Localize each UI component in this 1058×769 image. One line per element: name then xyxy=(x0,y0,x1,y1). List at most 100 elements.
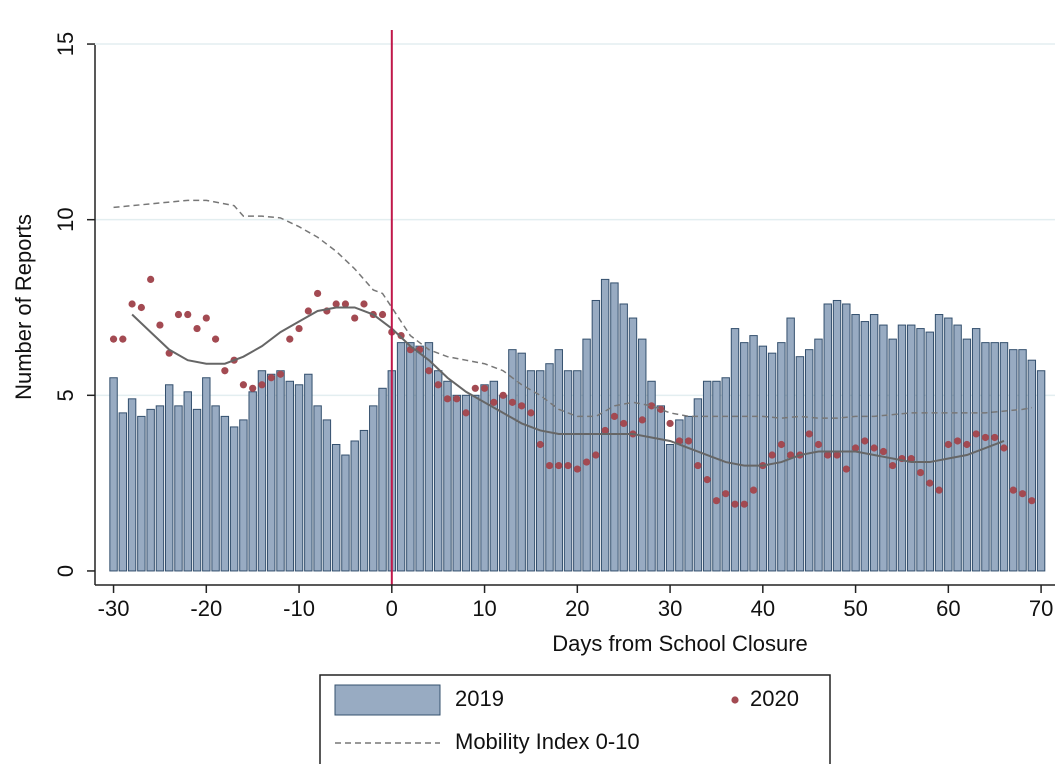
bar xyxy=(647,380,656,572)
bar xyxy=(211,405,220,572)
point xyxy=(573,465,581,473)
bar xyxy=(267,373,276,572)
bar xyxy=(684,415,693,572)
bar xyxy=(888,338,897,572)
bar xyxy=(118,412,128,572)
bar xyxy=(202,377,211,572)
point xyxy=(592,451,600,459)
bar xyxy=(786,317,795,572)
point xyxy=(1018,490,1027,498)
point xyxy=(879,447,888,456)
bar xyxy=(1009,349,1018,572)
point xyxy=(582,458,591,466)
point xyxy=(527,409,535,417)
bar xyxy=(471,394,480,572)
bar xyxy=(1018,349,1027,572)
point xyxy=(731,500,739,508)
bar xyxy=(127,398,137,572)
x-tick-label: 30 xyxy=(658,596,682,621)
bar xyxy=(591,299,601,572)
bar xyxy=(610,282,619,572)
bar xyxy=(480,384,489,572)
bar xyxy=(331,443,341,572)
bar xyxy=(600,278,610,572)
bar xyxy=(628,317,638,572)
bar xyxy=(461,394,471,572)
x-tick-label: -20 xyxy=(190,596,222,621)
point xyxy=(610,412,619,420)
point xyxy=(833,451,841,459)
bar xyxy=(758,345,768,572)
point xyxy=(805,430,813,438)
point xyxy=(685,437,693,445)
point xyxy=(480,384,489,392)
bar xyxy=(498,394,508,572)
point xyxy=(861,437,869,445)
point xyxy=(332,300,340,308)
point xyxy=(119,335,127,343)
point xyxy=(712,497,721,505)
point xyxy=(202,314,210,322)
bar xyxy=(164,384,174,572)
point xyxy=(314,289,322,298)
point xyxy=(647,402,656,410)
point xyxy=(657,405,665,413)
point xyxy=(638,416,646,424)
bar xyxy=(656,405,666,572)
y-tick-label: 0 xyxy=(53,565,78,577)
point xyxy=(443,395,452,403)
legend-label: Mobility Index 0-10 xyxy=(455,729,640,754)
dashed-line xyxy=(113,199,1032,419)
bar xyxy=(999,342,1009,572)
bar xyxy=(433,370,443,572)
bar xyxy=(183,391,192,572)
point xyxy=(267,374,275,382)
bar xyxy=(415,345,424,572)
point xyxy=(434,381,442,389)
bar xyxy=(675,419,684,572)
bar xyxy=(767,352,777,572)
point xyxy=(851,444,860,452)
bar xyxy=(424,342,434,572)
point xyxy=(174,310,183,319)
bar xyxy=(563,370,573,572)
point xyxy=(147,275,155,283)
point xyxy=(453,395,461,403)
bar xyxy=(378,387,387,572)
bar xyxy=(665,443,675,572)
bar xyxy=(313,405,322,572)
bar xyxy=(239,419,248,572)
y-tick-label: 15 xyxy=(53,32,78,56)
bar xyxy=(396,342,406,572)
point xyxy=(211,335,220,343)
bar xyxy=(814,338,823,572)
bar xyxy=(1027,359,1037,572)
point xyxy=(258,381,266,389)
bar xyxy=(285,380,294,572)
bar xyxy=(517,352,526,572)
bar xyxy=(721,377,730,572)
point xyxy=(954,437,962,445)
bar xyxy=(953,324,962,572)
bar xyxy=(554,349,563,572)
point xyxy=(499,391,507,399)
point xyxy=(981,433,990,442)
x-axis-label: Days from School Closure xyxy=(552,631,808,656)
bar xyxy=(619,303,628,572)
point xyxy=(870,444,878,452)
bar xyxy=(907,324,916,572)
bar xyxy=(981,342,990,572)
bar xyxy=(229,426,239,572)
point xyxy=(694,461,702,470)
line xyxy=(131,306,1005,467)
point xyxy=(749,486,758,494)
y-axis-label: Number of Reports xyxy=(11,214,36,400)
bar xyxy=(712,380,721,572)
bar xyxy=(749,335,758,572)
point xyxy=(991,433,999,442)
point xyxy=(128,300,136,308)
point xyxy=(249,384,257,392)
x-tick-label: -10 xyxy=(283,596,315,621)
bar xyxy=(536,370,545,572)
